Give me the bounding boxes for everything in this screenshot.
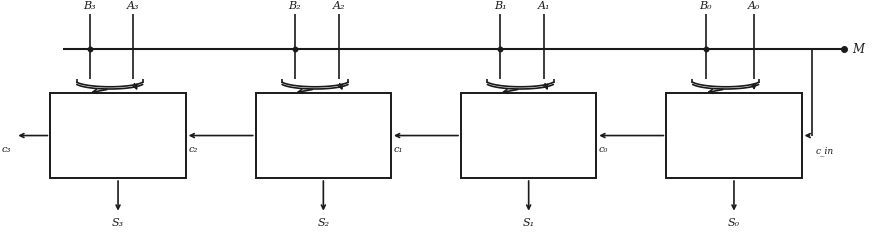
Text: S₂: S₂ [317, 218, 329, 228]
Text: A₀: A₀ [747, 1, 760, 12]
Text: F.A: F.A [519, 129, 538, 142]
Text: A₁: A₁ [537, 1, 551, 12]
FancyBboxPatch shape [255, 93, 391, 178]
Text: F.A: F.A [108, 129, 128, 142]
Text: S₃: S₃ [112, 218, 124, 228]
Text: B₀: B₀ [700, 1, 712, 12]
Text: c₁: c₁ [394, 145, 403, 154]
Text: c₂: c₂ [189, 145, 197, 154]
Text: S₁: S₁ [522, 218, 535, 228]
FancyBboxPatch shape [666, 93, 802, 178]
Text: B₁: B₁ [494, 1, 507, 12]
Text: A₂: A₂ [332, 1, 344, 12]
Text: c₀: c₀ [599, 145, 609, 154]
Text: F.A: F.A [314, 129, 333, 142]
FancyBboxPatch shape [461, 93, 596, 178]
Text: B₂: B₂ [289, 1, 301, 12]
Text: A₃: A₃ [127, 1, 139, 12]
FancyBboxPatch shape [50, 93, 186, 178]
Text: M: M [852, 43, 864, 56]
Text: B₃: B₃ [84, 1, 96, 12]
Text: S₀: S₀ [728, 218, 740, 228]
Text: F.A: F.A [724, 129, 744, 142]
Text: c_in: c_in [816, 146, 833, 156]
Text: c₃: c₃ [2, 145, 11, 154]
